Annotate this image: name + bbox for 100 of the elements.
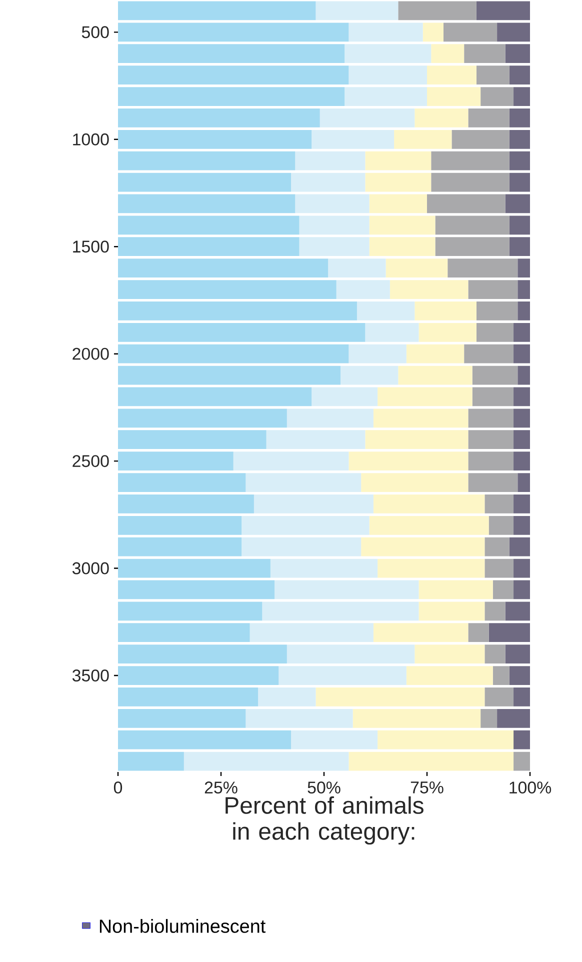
- bar: [518, 258, 530, 278]
- bar: [118, 302, 357, 320]
- bar: [336, 280, 390, 299]
- bar: [514, 322, 530, 342]
- bar: [320, 108, 415, 128]
- bar: [509, 108, 530, 128]
- bar: [464, 344, 514, 364]
- bar: [118, 644, 287, 664]
- bar: [472, 387, 514, 406]
- bar: [118, 322, 366, 342]
- bar: [266, 430, 366, 450]
- bar: [118, 537, 242, 556]
- bar: [518, 280, 530, 299]
- bar: [418, 322, 476, 342]
- bar: [344, 44, 432, 64]
- bar: [118, 516, 242, 535]
- bar: [378, 730, 514, 750]
- bar: [435, 237, 510, 256]
- bar: [480, 87, 514, 106]
- bar: [514, 494, 530, 514]
- y-tick-label: 3500: [72, 670, 109, 682]
- bar: [484, 537, 510, 556]
- bar: [509, 172, 530, 192]
- bar: [427, 194, 506, 214]
- bar: [431, 151, 510, 170]
- bar: [435, 216, 510, 235]
- bar: [361, 473, 468, 492]
- bar: [464, 44, 506, 64]
- bar: [118, 708, 246, 728]
- bar: [476, 302, 518, 320]
- bar: [514, 730, 530, 750]
- bar: [492, 666, 510, 685]
- bar: [468, 430, 514, 450]
- bar: [484, 688, 514, 706]
- bar: [348, 66, 428, 84]
- x-tick-label: 100%: [510, 782, 552, 794]
- bar: [118, 688, 258, 706]
- x-tick-label: 25%: [204, 782, 238, 794]
- bar: [431, 44, 464, 64]
- bar: [242, 537, 362, 556]
- bar: [427, 66, 476, 84]
- bar: [258, 688, 316, 706]
- bar: [278, 666, 406, 685]
- bar: [118, 44, 345, 64]
- bar: [431, 172, 510, 192]
- y-tick-label: 1500: [73, 240, 109, 253]
- bar: [348, 452, 468, 470]
- bar: [373, 623, 468, 642]
- bar: [344, 87, 428, 106]
- y-tick-label: 500: [82, 26, 109, 38]
- bar: [373, 494, 485, 514]
- x-tick-label: 0: [114, 782, 122, 794]
- bar: [480, 708, 498, 728]
- x-tick-label: 50%: [308, 782, 340, 794]
- bar: [443, 22, 498, 42]
- bar: [118, 473, 246, 492]
- bar: [514, 558, 530, 578]
- bar: [118, 130, 312, 149]
- bar: [184, 752, 349, 771]
- bar: [488, 516, 514, 535]
- bar: [233, 452, 349, 470]
- bar: [118, 387, 312, 406]
- bar: [406, 344, 464, 364]
- bar: [365, 172, 432, 192]
- bar: [514, 87, 530, 106]
- bar: [518, 473, 530, 492]
- bar: [476, 1, 530, 20]
- bar: [118, 730, 292, 750]
- bar: [518, 302, 530, 320]
- bar: [514, 344, 530, 364]
- bar: [348, 22, 423, 42]
- bar: [118, 280, 336, 299]
- bar: [468, 452, 514, 470]
- bar: [312, 130, 394, 149]
- bar: [514, 452, 530, 470]
- bar: [246, 473, 362, 492]
- bar: [484, 494, 514, 514]
- x-tick-label: 75%: [410, 782, 444, 794]
- bar: [497, 708, 530, 728]
- bar: [286, 408, 374, 428]
- bar: [118, 494, 254, 514]
- bar: [492, 580, 514, 600]
- bar: [468, 280, 518, 299]
- bar: [373, 408, 468, 428]
- bar: [316, 688, 485, 706]
- bar: [427, 87, 481, 106]
- bar: [291, 730, 378, 750]
- bar: [394, 130, 452, 149]
- bar: [369, 237, 436, 256]
- bar: [118, 580, 275, 600]
- bar: [514, 580, 530, 600]
- bar: [468, 108, 510, 128]
- bar: [365, 322, 419, 342]
- bar: [509, 216, 530, 235]
- bar: [118, 1, 316, 20]
- bar: [348, 344, 406, 364]
- bar: [365, 430, 468, 450]
- legend-label: Non-bioluminescent: [100, 919, 266, 933]
- bar: [509, 666, 530, 685]
- bar: [398, 1, 476, 20]
